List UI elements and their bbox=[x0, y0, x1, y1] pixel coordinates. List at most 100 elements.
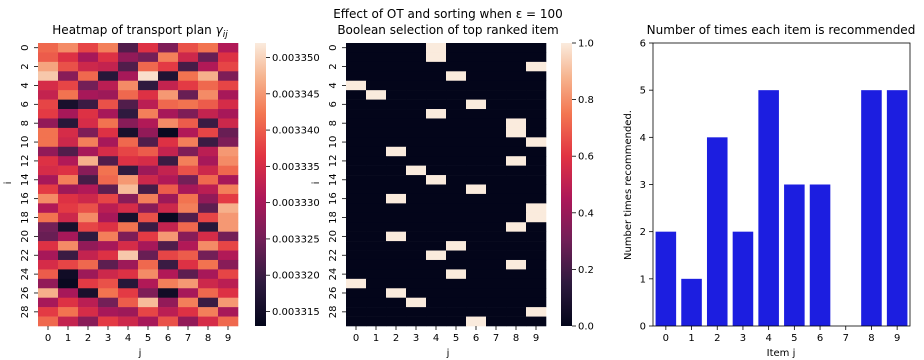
heatmap-cell bbox=[366, 175, 387, 185]
bar bbox=[706, 137, 728, 326]
heatmap-cell bbox=[198, 307, 219, 317]
heatmap-cell bbox=[426, 61, 447, 72]
heatmap-cell bbox=[118, 118, 139, 129]
heatmap-cell bbox=[466, 231, 487, 242]
heatmap-cell bbox=[218, 71, 239, 82]
heatmap-cell bbox=[366, 316, 387, 327]
heatmap-cell bbox=[58, 278, 79, 289]
heatmap-cell bbox=[386, 193, 407, 204]
heatmap-cell bbox=[386, 90, 407, 100]
y-tick-label: 10 bbox=[20, 136, 31, 149]
heatmap-cell bbox=[38, 297, 59, 308]
heatmap-cell bbox=[506, 231, 527, 242]
heatmap-cell bbox=[466, 184, 487, 195]
heatmap-cell bbox=[426, 71, 447, 82]
heatmap-cell bbox=[218, 269, 239, 280]
colorbar-tick-label: 0.003320 bbox=[272, 271, 320, 282]
heatmap-cell bbox=[426, 250, 447, 261]
heatmap-cell bbox=[218, 316, 239, 327]
heatmap-cell bbox=[198, 127, 219, 138]
heatmap-cell bbox=[58, 203, 79, 214]
heatmap-cell bbox=[118, 231, 139, 242]
colorbar-tick-label: 0.6 bbox=[578, 152, 594, 163]
heatmap-cell bbox=[78, 288, 99, 298]
colorbar-tick-label: 0.003325 bbox=[272, 234, 320, 245]
heatmap-cell bbox=[366, 307, 387, 317]
heatmap-cell bbox=[526, 184, 547, 195]
y-tick-label: 18 bbox=[20, 211, 31, 224]
heatmap-cell bbox=[198, 250, 219, 261]
heatmap-cell bbox=[426, 297, 447, 308]
y-tick-label: 28 bbox=[328, 305, 339, 318]
heatmap-cell bbox=[198, 259, 219, 270]
heatmap-cell bbox=[158, 165, 179, 176]
heatmap-cell bbox=[178, 184, 199, 195]
heatmap-cell bbox=[426, 278, 447, 289]
colorbar-tick-label: 0.2 bbox=[578, 265, 594, 276]
heatmap-cell bbox=[78, 231, 99, 242]
heatmap-cell bbox=[506, 316, 527, 327]
x-tick-label: 0 bbox=[45, 333, 51, 344]
heatmap-cell bbox=[138, 193, 159, 204]
x-tick-label: 7 bbox=[843, 333, 849, 344]
heatmap-cell bbox=[118, 269, 139, 280]
recommendation-x-ticks: 0 1 2 3 4 5 6 7 8 9 bbox=[663, 326, 900, 344]
heatmap-cell bbox=[198, 231, 219, 242]
heatmap-cell bbox=[446, 222, 467, 232]
heatmap-cell bbox=[486, 61, 507, 72]
heatmap-cell bbox=[386, 80, 407, 91]
heatmap-cell bbox=[98, 137, 119, 148]
heatmap-cell bbox=[506, 288, 527, 298]
heatmap-cell bbox=[158, 109, 179, 119]
heatmap-cell bbox=[158, 43, 179, 53]
heatmap-cell bbox=[406, 269, 427, 280]
heatmap-cell bbox=[78, 99, 99, 110]
heatmap-cell bbox=[386, 118, 407, 129]
heatmap-cell bbox=[386, 203, 407, 214]
heatmap-cell bbox=[426, 146, 447, 157]
heatmap-cell bbox=[406, 156, 427, 166]
heatmap-cell bbox=[406, 127, 427, 138]
heatmap-cell bbox=[526, 193, 547, 204]
y-tick-label: 20 bbox=[20, 230, 31, 243]
x-tick-label: 3 bbox=[105, 333, 111, 344]
y-tick-label: 2 bbox=[328, 63, 339, 69]
colorbar-tick-label: 1.0 bbox=[578, 39, 594, 50]
heatmap-cell bbox=[38, 222, 59, 232]
x-tick-label: 6 bbox=[165, 333, 171, 344]
heatmap-cell bbox=[486, 241, 507, 251]
heatmap-cell bbox=[486, 118, 507, 129]
heatmap-cell bbox=[158, 269, 179, 280]
heatmap-cell bbox=[406, 307, 427, 317]
heatmap-cell bbox=[346, 212, 367, 223]
heatmap-cell bbox=[118, 165, 139, 176]
heatmap-cell bbox=[138, 212, 159, 223]
heatmap-cell bbox=[366, 61, 387, 72]
heatmap-cell bbox=[526, 222, 547, 232]
heatmap-cell bbox=[138, 278, 159, 289]
heatmap-cell bbox=[178, 297, 199, 308]
heatmap-cell bbox=[386, 146, 407, 157]
heatmap-cell bbox=[178, 52, 199, 63]
y-tick-label: 22 bbox=[328, 249, 339, 262]
heatmap-cell bbox=[386, 165, 407, 176]
heatmap-cell bbox=[118, 222, 139, 232]
heatmap-cell bbox=[446, 269, 467, 280]
heatmap-cell bbox=[158, 278, 179, 289]
heatmap-cell bbox=[526, 278, 547, 289]
heatmap-cell bbox=[366, 269, 387, 280]
heatmap-cell bbox=[506, 222, 527, 232]
heatmap-cell bbox=[38, 71, 59, 82]
bar bbox=[655, 231, 677, 326]
heatmap-cell bbox=[446, 52, 467, 63]
heatmap-cell bbox=[486, 127, 507, 138]
heatmap-cell bbox=[526, 43, 547, 53]
heatmap-cell bbox=[178, 71, 199, 82]
heatmap-cell bbox=[98, 71, 119, 82]
heatmap-cell bbox=[78, 278, 99, 289]
x-tick-label: 7 bbox=[493, 333, 499, 344]
heatmap-cell bbox=[98, 222, 119, 232]
heatmap-cell bbox=[486, 184, 507, 195]
heatmap-cell bbox=[406, 278, 427, 289]
heatmap-cell bbox=[58, 146, 79, 157]
